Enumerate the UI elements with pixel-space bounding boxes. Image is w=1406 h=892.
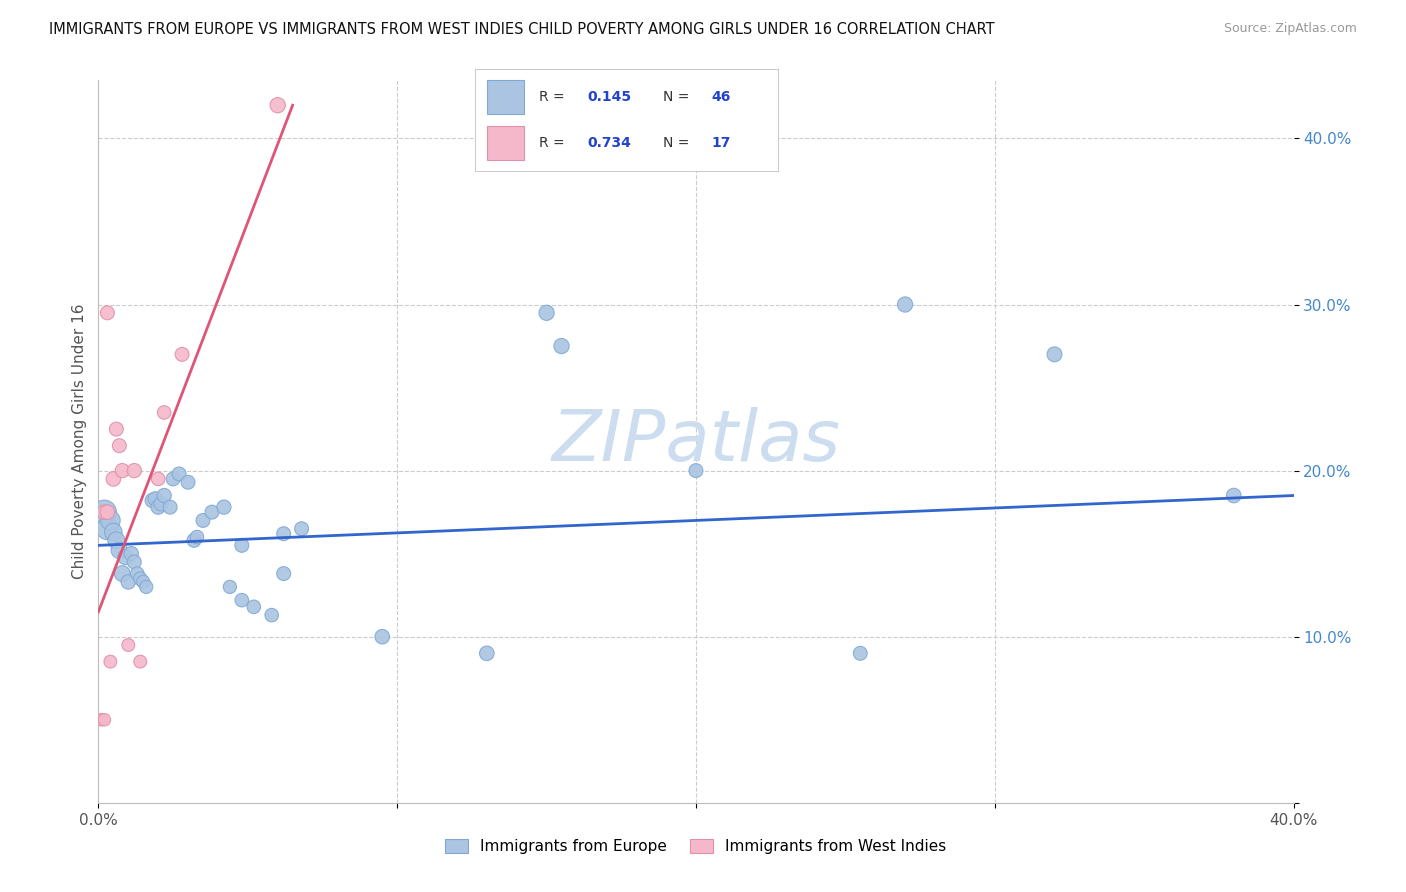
Point — [111, 464, 134, 478]
Point — [550, 339, 572, 353]
Point — [105, 422, 128, 436]
Legend: Immigrants from Europe, Immigrants from West Indies: Immigrants from Europe, Immigrants from … — [439, 833, 953, 860]
Point — [260, 608, 283, 623]
Point — [177, 475, 200, 490]
Point — [219, 580, 242, 594]
Point — [1223, 489, 1246, 503]
Point — [132, 574, 155, 589]
Bar — [488, 80, 523, 114]
Point — [183, 533, 205, 548]
Point — [162, 472, 184, 486]
Point — [1043, 347, 1066, 361]
Point — [114, 549, 136, 564]
Text: 46: 46 — [711, 90, 730, 103]
Point — [117, 574, 139, 589]
Point — [108, 543, 131, 558]
Point — [201, 505, 224, 519]
Point — [167, 467, 190, 481]
Point — [475, 646, 498, 660]
Point — [93, 505, 115, 519]
Point — [148, 472, 170, 486]
Text: IMMIGRANTS FROM EUROPE VS IMMIGRANTS FROM WEST INDIES CHILD POVERTY AMONG GIRLS : IMMIGRANTS FROM EUROPE VS IMMIGRANTS FRO… — [49, 22, 995, 37]
Point — [120, 547, 142, 561]
Point — [273, 566, 295, 581]
Point — [98, 655, 122, 669]
Text: R =: R = — [538, 90, 568, 103]
Text: ZIPatlas: ZIPatlas — [551, 407, 841, 476]
Point — [141, 493, 163, 508]
Point — [243, 599, 266, 614]
Point — [231, 593, 253, 607]
Point — [143, 491, 166, 506]
Text: 0.145: 0.145 — [588, 90, 631, 103]
Point — [148, 500, 170, 515]
Point — [159, 500, 181, 515]
Point — [849, 646, 872, 660]
Point — [124, 555, 146, 569]
Point — [108, 439, 131, 453]
Point — [103, 524, 125, 539]
Point — [96, 306, 118, 320]
Point — [96, 522, 118, 536]
Point — [111, 566, 134, 581]
Point — [212, 500, 235, 515]
Point — [894, 297, 917, 311]
Point — [150, 497, 173, 511]
Point — [371, 630, 394, 644]
Point — [96, 505, 118, 519]
Point — [536, 306, 558, 320]
Point — [103, 472, 125, 486]
Point — [172, 347, 194, 361]
Y-axis label: Child Poverty Among Girls Under 16: Child Poverty Among Girls Under 16 — [72, 304, 87, 579]
Text: R =: R = — [538, 136, 568, 150]
Point — [117, 638, 139, 652]
Point — [127, 566, 149, 581]
Text: 0.734: 0.734 — [588, 136, 631, 150]
Point — [124, 464, 146, 478]
Point — [129, 572, 152, 586]
Point — [186, 530, 208, 544]
Point — [93, 713, 115, 727]
Point — [90, 713, 112, 727]
Point — [135, 580, 157, 594]
Point — [98, 513, 122, 527]
Point — [273, 526, 295, 541]
Point — [153, 405, 176, 419]
Point — [153, 489, 176, 503]
Text: N =: N = — [662, 136, 693, 150]
Point — [129, 655, 152, 669]
Point — [191, 513, 214, 527]
Point — [267, 98, 290, 112]
Text: 17: 17 — [711, 136, 730, 150]
Point — [685, 464, 707, 478]
Text: N =: N = — [662, 90, 693, 103]
Text: Source: ZipAtlas.com: Source: ZipAtlas.com — [1223, 22, 1357, 36]
Bar — [488, 126, 523, 160]
Point — [291, 522, 314, 536]
Point — [231, 538, 253, 552]
Point — [93, 505, 115, 519]
Point — [105, 533, 128, 548]
